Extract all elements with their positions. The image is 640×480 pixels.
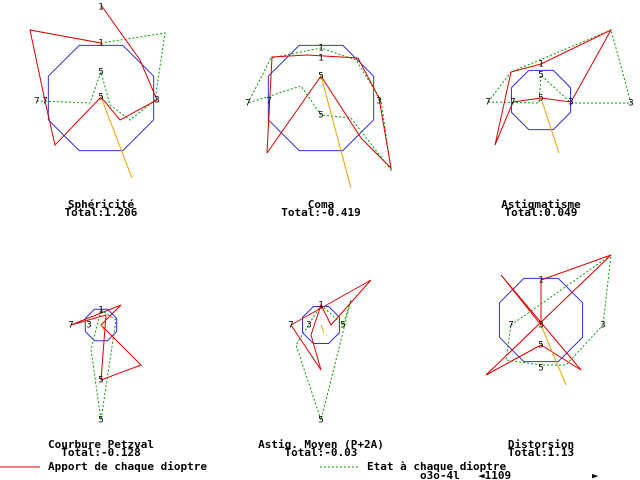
surface-marker: 3 <box>628 99 633 109</box>
reference-octagon <box>302 306 340 344</box>
surface-marker: 5 <box>98 93 103 103</box>
surface-marker: 1 <box>538 60 543 70</box>
reference-octagon <box>498 277 584 363</box>
total-vector <box>320 75 352 189</box>
surface-marker: 5 <box>318 111 323 121</box>
surface-marker: 5 <box>98 68 103 78</box>
total-vector <box>540 97 560 154</box>
surface-marker: 5 <box>98 416 103 426</box>
next-button[interactable]: ► <box>592 469 599 480</box>
status-file: o3o-4l <box>420 469 460 480</box>
surface-marker: 3 <box>600 321 605 331</box>
surface-marker: 1 <box>98 3 103 13</box>
reference-octagon <box>510 69 572 131</box>
state-path <box>487 29 632 104</box>
contribution-path <box>290 279 372 371</box>
surface-marker: 5 <box>98 376 103 386</box>
state-path <box>29 29 166 121</box>
panel-title: Astigmatisme <box>501 198 581 211</box>
surface-marker: 5 <box>340 321 345 331</box>
surface-marker: 1 <box>98 39 103 49</box>
surface-marker: 3 <box>154 96 159 106</box>
state-path <box>90 309 117 421</box>
surface-marker: 3 <box>538 321 543 331</box>
surface-marker: 7 <box>510 98 515 108</box>
surface-marker: 5 <box>538 341 543 351</box>
surface-marker: 7 <box>508 321 513 331</box>
surface-marker: 7 <box>68 321 73 331</box>
panel-total: Total:1.206 <box>65 206 138 219</box>
surface-marker: 1 <box>98 306 103 316</box>
contribution-path <box>70 304 142 381</box>
surface-marker: 5 <box>318 72 323 82</box>
total-vector <box>100 96 133 179</box>
total-vector <box>540 324 567 386</box>
panel-title: Courbure Petzval <box>48 438 154 451</box>
surface-marker: 1 <box>318 54 323 64</box>
surface-marker: 7 <box>288 321 293 331</box>
contribution-path <box>485 254 612 376</box>
surface-marker: 3 <box>568 98 573 108</box>
surface-marker: 3 <box>306 321 311 331</box>
panel-total: Total:-0.03 <box>285 446 358 459</box>
contribution-path <box>494 28 613 146</box>
panel-title: Coma <box>308 198 335 211</box>
legend-red-label: Apport de chaque dioptre <box>48 460 207 473</box>
contribution-path <box>266 54 392 170</box>
surface-marker: 7 <box>34 97 39 107</box>
reference-octagon <box>84 308 118 342</box>
surface-marker: 5 <box>538 71 543 81</box>
panel-title: Distorsion <box>508 438 574 451</box>
surface-marker: 7 <box>245 99 250 109</box>
state-path <box>247 47 392 172</box>
panel-total: Total:0.049 <box>505 206 578 219</box>
surface-marker: 3 <box>86 321 91 331</box>
surface-marker: 1 <box>538 276 543 286</box>
panel-total: Total:-0.419 <box>281 206 360 219</box>
surface-marker: 7 <box>42 97 47 107</box>
total-vector <box>320 324 325 334</box>
surface-marker: 5 <box>538 364 543 374</box>
state-path <box>505 253 612 366</box>
surface-marker: 1 <box>318 44 323 54</box>
total-vector <box>100 324 105 331</box>
surface-marker: 7 <box>266 97 271 107</box>
surface-marker: 7 <box>485 98 490 108</box>
reference-octagon <box>47 44 155 152</box>
surface-marker: 1 <box>318 301 323 311</box>
state-path <box>295 299 352 422</box>
panel-total: Total:1.13 <box>508 446 574 459</box>
panel-title: Sphéricité <box>68 198 135 211</box>
legend-green-label: Etat à chaque dioptre <box>367 460 506 473</box>
surface-marker: 5 <box>538 94 543 104</box>
panel-title: Astig. Moyen (P+2A) <box>258 438 384 451</box>
surface-marker: 3 <box>376 97 381 107</box>
status-counter: ◄1109 <box>478 469 511 480</box>
reference-octagon <box>267 44 375 152</box>
surface-marker: 5 <box>318 416 323 426</box>
panel-total: Total:-0.128 <box>61 446 140 459</box>
